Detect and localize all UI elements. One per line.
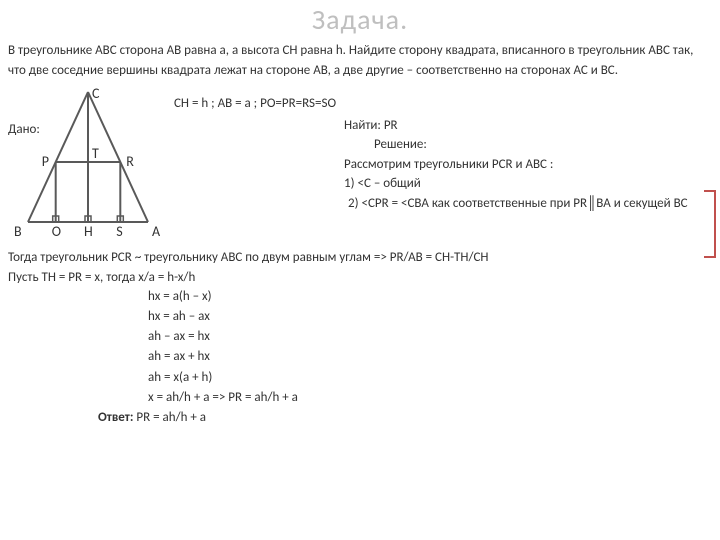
given-label: Дано: (8, 120, 40, 140)
svg-text:R: R (126, 153, 134, 170)
answer-value: PR = ah/h + a (136, 410, 206, 425)
svg-text:H: H (84, 223, 93, 240)
svg-text:T: T (92, 145, 99, 162)
bracket-decoration (704, 190, 716, 258)
equation-5: ah = x(a + h) (148, 368, 712, 388)
triangle-figure: C B A P R T O H S (8, 84, 168, 244)
conclusion-1: Тогда треугольник PCR ~ треугольнику ABC… (8, 248, 712, 268)
equation-3: ah – ax = hx (148, 327, 712, 347)
solution-line-1: Рассмотрим треугольники PCR и ABC : (174, 155, 712, 175)
solution-line-2: 1) <C – общий (174, 174, 712, 194)
content-area: В треугольнике ABC сторона AB равна a, а… (0, 41, 720, 427)
equation-4: ah = ax + hx (148, 347, 712, 367)
solution-label: Решение: (174, 135, 712, 155)
svg-text:P: P (42, 153, 49, 170)
equation-2: hx = ah – ax (148, 307, 712, 327)
svg-text:B: B (14, 223, 22, 240)
answer-label: Ответ: (98, 410, 133, 425)
problem-statement: В треугольнике ABC сторона AB равна a, а… (8, 41, 712, 80)
svg-text:C: C (92, 85, 100, 102)
solution-line-3: 2) <CPR = <CBA как соответственные при P… (174, 194, 712, 214)
equation-1: hx = a(h – x) (148, 287, 712, 307)
svg-text:A: A (152, 223, 161, 240)
equation-6: x = ah/h + a => PR = ah/h + a (148, 388, 712, 408)
page-title: Задача. (0, 0, 720, 41)
svg-text:S: S (116, 223, 122, 240)
conclusion-2: Пусть TH = PR = x, тогда x/a = h-x/h (8, 268, 712, 288)
find-label: Найти: PR (174, 116, 712, 136)
diagram: C B A P R T O H S (8, 84, 168, 244)
given-values: CH = h ; AB = a ; PO=PR=RS=SO (174, 96, 336, 111)
svg-text:O: O (52, 223, 61, 240)
